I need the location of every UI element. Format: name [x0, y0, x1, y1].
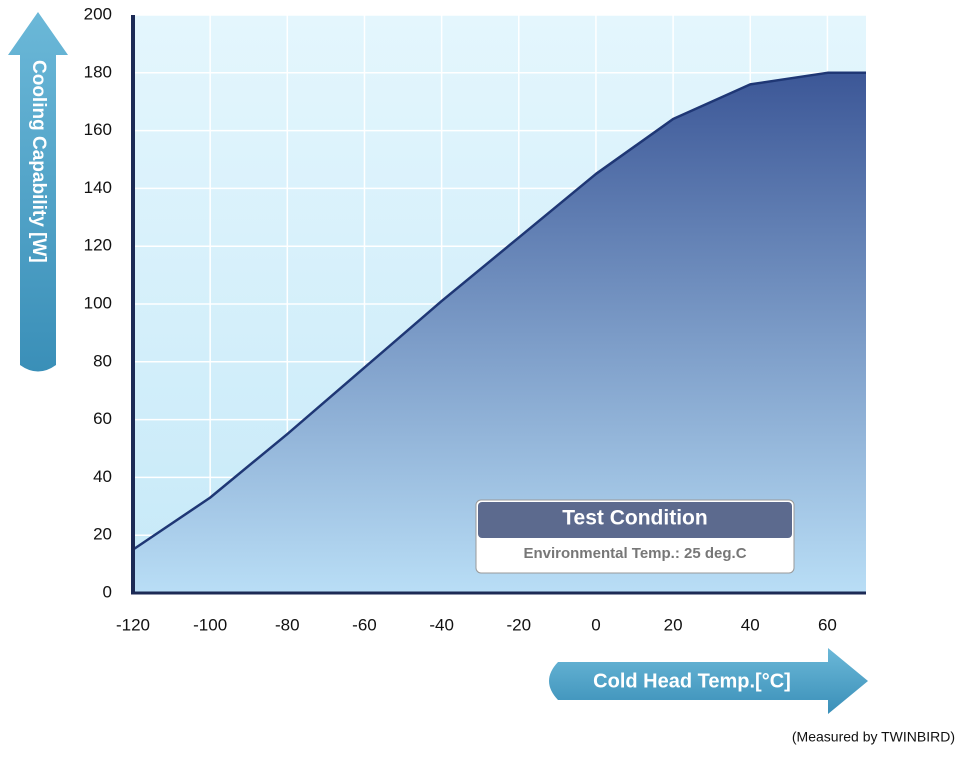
- x-tick-label: 40: [741, 615, 760, 634]
- note: (Measured by TWINBIRD): [792, 729, 955, 745]
- x-tick-label: 60: [818, 615, 837, 634]
- x-axis-label: Cold Head Temp.[°C]: [593, 670, 791, 692]
- line: [132, 71, 866, 551]
- x-tick-label: 0: [591, 615, 600, 634]
- y-tick-label: 80: [93, 351, 112, 370]
- y-tick-label: 160: [84, 120, 112, 139]
- y-axis-label: Cooling Capability [W]: [28, 60, 49, 263]
- x-tick-label: 20: [664, 615, 683, 634]
- y-tick-label: 120: [84, 236, 112, 255]
- x-tick-label: -100: [193, 615, 227, 634]
- x-tick-label: -40: [429, 615, 454, 634]
- area: [133, 72, 866, 594]
- annotation-title: Test Condition: [562, 507, 707, 530]
- x-tick-label: -60: [352, 615, 377, 634]
- y-tick-label: 200: [84, 4, 112, 23]
- x-tick-label: -80: [275, 615, 300, 634]
- y-arrow: [8, 12, 68, 372]
- y-tick-label: 40: [93, 467, 112, 486]
- y-tick-label: 180: [84, 62, 112, 81]
- y-tick-label: 0: [103, 582, 112, 601]
- x-tick-label: -120: [116, 615, 150, 634]
- x-arrow: [549, 648, 868, 714]
- y-tick-label: 60: [93, 409, 112, 428]
- annotation-text: Environmental Temp.: 25 deg.C: [523, 545, 746, 562]
- y-tick-label: 100: [84, 293, 112, 312]
- y-tick-label: 20: [93, 525, 112, 544]
- x-tick-label: -20: [507, 615, 532, 634]
- y-tick-label: 140: [84, 178, 112, 197]
- annotation-header: [478, 502, 792, 538]
